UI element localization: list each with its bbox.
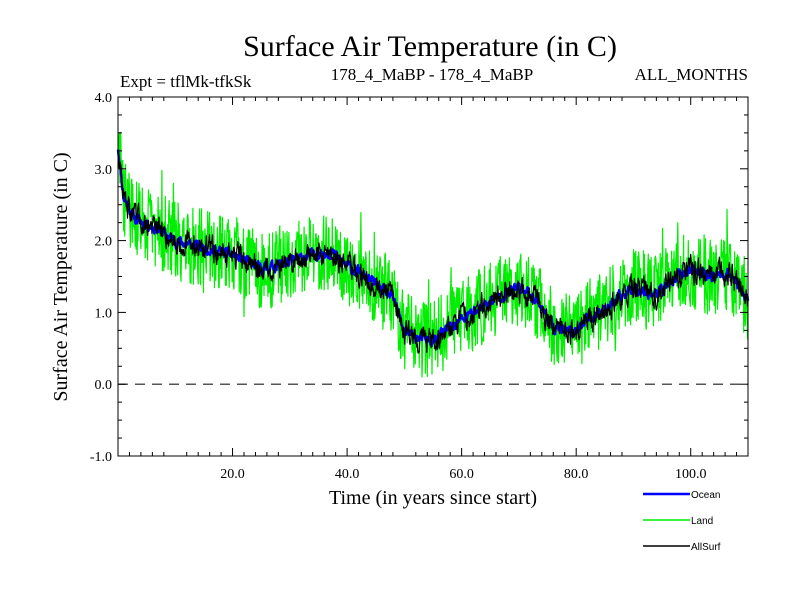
months-label: ALL_MONTHS [635,65,748,84]
chart-title: Surface Air Temperature (in C) [243,30,617,63]
legend-label-land: Land [691,516,713,527]
x-tick-label: 100.0 [675,467,707,482]
x-tick-label: 80.0 [564,467,589,482]
y-tick-label: 0.0 [95,378,113,393]
y-tick-label: 1.0 [95,306,113,321]
y-tick-label: 3.0 [95,163,113,178]
y-tick-label: 4.0 [95,91,113,106]
x-tick-label: 20.0 [220,467,245,482]
legend-label-ocean: Ocean [691,490,720,501]
y-tick-label: -1.0 [90,450,112,465]
x-axis-label: Time (in years since start) [329,487,537,509]
x-tick-label: 40.0 [335,467,360,482]
period-label: 178_4_MaBP - 178_4_MaBP [331,65,533,84]
series-layer [116,131,750,378]
ticks-layer: 20.0 40.0 60.0 80.0 100.0 -1.0 0.0 1.0 2.0 3.0 4.0 [90,91,748,482]
x-tick-label: 60.0 [449,467,474,482]
y-axis-label: Surface Air Temperature (in C) [50,152,72,401]
experiment-label: Expt = tflMk-tfkSk [120,72,252,91]
legend-label-allsurf: AllSurf [691,542,721,553]
series-line-allsurf [117,152,749,354]
legend: Ocean Land AllSurf [643,490,721,553]
y-tick-label: 2.0 [95,235,113,250]
